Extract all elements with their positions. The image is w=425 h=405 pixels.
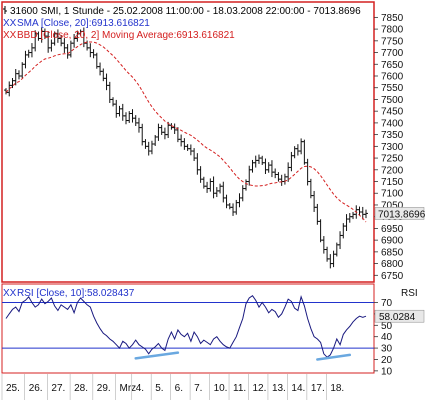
price-axis: 6750680068506900695070007050710071507200… (374, 13, 404, 282)
last-price-box (374, 207, 425, 220)
ohlc-bar (364, 209, 368, 219)
rsi-legend-text: RSI [Close, 10]:58.028437 (17, 288, 135, 299)
x-axis-label: Mrz (120, 383, 137, 394)
price-axis-label: 7150 (381, 177, 404, 188)
legend-sma-text: SMA [Close, 20]:6913.616821 (17, 18, 150, 29)
x-axis-area (2, 374, 374, 403)
rsi-axis-label: 40 (381, 332, 393, 343)
price-axis-label: 7050 (381, 200, 404, 211)
x-axis-label: 13. (272, 383, 286, 394)
rsi-trend-lines (134, 351, 352, 361)
x-axis: 25. 26. 27. 28. 29. Mrz 4. 5. 6. 7. 10. 11. 12. 13. 14… (1, 374, 344, 400)
price-panel-frame[interactable] (1, 1, 375, 283)
rsi-axis-label: 10 (381, 366, 393, 377)
price-axis-label: 7400 (381, 118, 404, 129)
x-axis-label: 4. (136, 383, 144, 394)
x-axis-label: 11. (233, 383, 246, 394)
x-axis-label: 29. (97, 383, 111, 394)
x-axis-label: 7. (194, 383, 202, 394)
price-axis-label: 6800 (381, 259, 404, 270)
legend-sma-row: XX SMA [Close, 20]:6913.616821 (3, 18, 150, 29)
price-axis-label: 6950 (381, 224, 404, 235)
price-axis-label: 6850 (381, 247, 404, 258)
legend-title-text: 31600 SMI, 1 Stunde - 25.02.2008 11:00:0… (10, 6, 361, 17)
price-bars (4, 27, 368, 269)
price-axis-label: 7350 (381, 130, 404, 141)
x-axis-label: 10. (214, 383, 228, 394)
x-axis-label: 5. (155, 383, 163, 394)
price-axis-label: 7450 (381, 107, 404, 118)
rsi-last-label: 58.0284 (379, 312, 416, 323)
rsi-legend: XX RSI [Close, 10]:58.028437 (3, 288, 135, 299)
rsi-axis-label: 50 (381, 321, 393, 332)
legend-bbd-text: BBD [Close, 20, 2] Moving Average:6913.6… (17, 30, 235, 41)
rsi-axis: 10203040506070 (374, 298, 393, 377)
price-axis-label: 7700 (381, 48, 404, 59)
moving-average-line (5, 41, 367, 223)
legend-sma-marker: XX (3, 18, 17, 29)
x-axis-label: 25. (6, 383, 20, 394)
price-axis-label: 7800 (381, 25, 404, 36)
rsi-reference-lines (2, 302, 374, 349)
legend-title-row: 31600 SMI, 1 Stunde - 25.02.2008 11:00:0… (3, 6, 361, 17)
rsi-panel-frame[interactable] (1, 283, 375, 374)
price-axis-label: 7850 (381, 13, 404, 24)
price-axis-label: 7300 (381, 142, 404, 153)
price-axis-label: 7650 (381, 60, 404, 71)
price-axis-label: 6900 (381, 236, 404, 247)
x-axis-label: 14. (291, 383, 305, 394)
x-axis-label: 6. (175, 383, 183, 394)
rsi-last-box (374, 309, 425, 323)
price-axis-label: 7500 (381, 95, 404, 106)
rsi-last-marker: 58.0284 (374, 309, 425, 323)
last-price-marker: 7013.8696 (374, 207, 425, 220)
rsi-axis-label: 30 (381, 344, 393, 355)
rsi-axis-label: 20 (381, 355, 393, 366)
last-price-label: 7013.8696 (378, 209, 425, 220)
legend-bbd-row: XX BBD [Close, 20, 2] Moving Average:691… (3, 30, 235, 41)
legend-bbd-marker: XX (3, 30, 17, 41)
x-axis-label: 28. (74, 383, 88, 394)
price-axis-label: 7550 (381, 83, 404, 94)
price-axis-label: 6750 (381, 271, 404, 282)
price-axis-label: 7200 (381, 165, 404, 176)
price-axis-label: 7750 (381, 36, 404, 47)
rsi-trend-line[interactable] (316, 353, 352, 361)
x-axis-label: 18. (330, 383, 344, 394)
price-legend: 31600 SMI, 1 Stunde - 25.02.2008 11:00:0… (3, 6, 361, 41)
rsi-trend-line[interactable] (134, 351, 180, 360)
rsi-legend-marker: XX (3, 288, 17, 299)
price-axis-label: 7100 (381, 189, 404, 200)
x-axis-label: 26. (29, 383, 43, 394)
x-axis-label: 17. (311, 383, 325, 394)
rsi-panel-label: RSI (401, 288, 418, 299)
x-axis-label: 12. (252, 383, 266, 394)
x-axis-label: 27. (51, 383, 65, 394)
rsi-axis-label: 70 (381, 298, 393, 309)
price-axis-label: 7250 (381, 154, 404, 165)
rsi-line (5, 295, 367, 358)
price-axis-label: 7600 (381, 72, 404, 83)
